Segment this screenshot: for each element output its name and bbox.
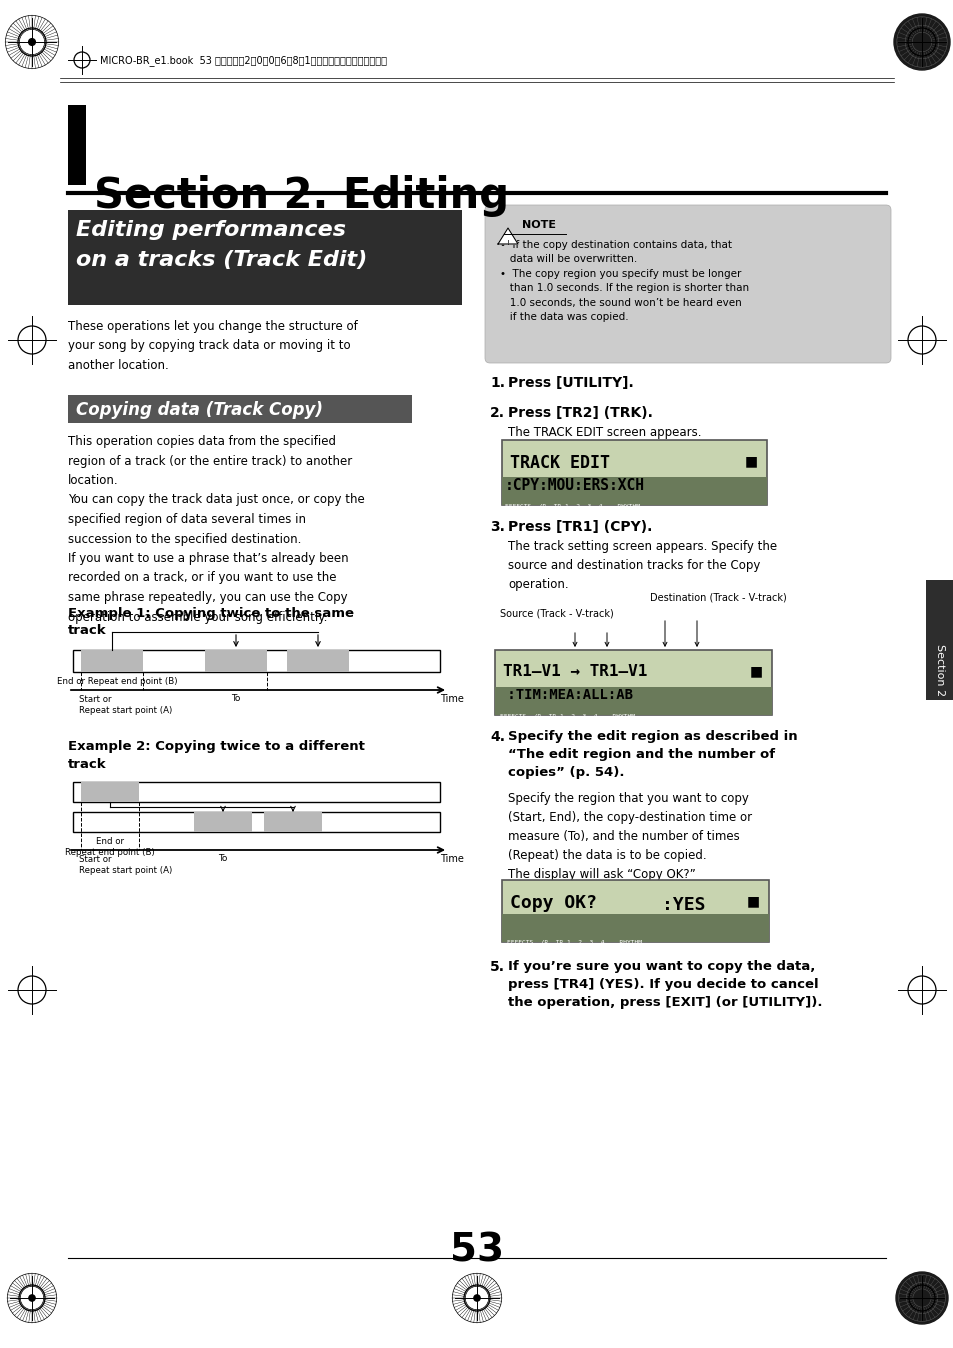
FancyBboxPatch shape (73, 782, 439, 802)
Text: on a tracks (Track Edit): on a tracks (Track Edit) (76, 249, 367, 270)
Text: 2.: 2. (490, 406, 504, 421)
Circle shape (474, 1295, 479, 1301)
Text: Source (Track - V-track): Source (Track - V-track) (499, 608, 613, 617)
Text: !: ! (506, 240, 509, 245)
FancyBboxPatch shape (501, 880, 768, 942)
Text: 5.: 5. (490, 960, 504, 975)
FancyBboxPatch shape (484, 205, 890, 363)
Text: :TIM:MEA:ALL:AB: :TIM:MEA:ALL:AB (498, 687, 633, 702)
Text: Time: Time (439, 855, 463, 864)
Text: EFFECTS  /R  TR 1  2  3  4    RHYTHM: EFFECTS /R TR 1 2 3 4 RHYTHM (499, 713, 635, 718)
Text: •  If the copy destination contains data, that
   data will be overwritten.
•  T: • If the copy destination contains data,… (499, 240, 748, 322)
FancyBboxPatch shape (495, 650, 771, 714)
Text: Start or
Repeat start point (A): Start or Repeat start point (A) (79, 855, 172, 875)
FancyBboxPatch shape (501, 914, 768, 927)
Text: 3.: 3. (490, 520, 504, 534)
Text: Section 2. Editing: Section 2. Editing (94, 175, 509, 217)
Text: TRACK EDIT: TRACK EDIT (510, 454, 609, 472)
Text: ■: ■ (746, 894, 760, 909)
Text: If you’re sure you want to copy the data,
press [TR4] (YES). If you decide to ca: If you’re sure you want to copy the data… (507, 960, 821, 1010)
FancyBboxPatch shape (68, 395, 412, 423)
Text: End or Repeat end point (B): End or Repeat end point (B) (56, 677, 177, 686)
Text: NOTE: NOTE (521, 220, 556, 231)
Text: Press [UTILITY].: Press [UTILITY]. (507, 376, 633, 390)
FancyBboxPatch shape (495, 687, 771, 701)
FancyBboxPatch shape (73, 650, 439, 673)
FancyBboxPatch shape (68, 210, 461, 305)
FancyBboxPatch shape (501, 439, 766, 506)
FancyBboxPatch shape (73, 811, 439, 832)
Text: Copying data (Track Copy): Copying data (Track Copy) (76, 400, 323, 419)
Circle shape (29, 1295, 35, 1301)
FancyBboxPatch shape (925, 580, 953, 700)
Text: To: To (231, 694, 240, 704)
FancyBboxPatch shape (193, 811, 252, 832)
FancyBboxPatch shape (81, 650, 143, 673)
Text: End or
Repeat end point (B): End or Repeat end point (B) (65, 837, 154, 857)
Text: 4.: 4. (490, 731, 504, 744)
Text: ■: ■ (749, 665, 762, 678)
Text: To: To (218, 855, 228, 863)
Circle shape (895, 1273, 947, 1324)
Text: Press [TR1] (CPY).: Press [TR1] (CPY). (507, 520, 652, 534)
Text: The TRACK EDIT screen appears.: The TRACK EDIT screen appears. (507, 426, 700, 439)
Text: The track setting screen appears. Specify the
source and destination tracks for : The track setting screen appears. Specif… (507, 541, 777, 590)
Text: Specify the region that you want to copy
(Start, End), the copy-destination time: Specify the region that you want to copy… (507, 793, 751, 882)
Text: Example 1: Copying twice to the same
track: Example 1: Copying twice to the same tra… (68, 607, 354, 638)
Text: 1.: 1. (490, 376, 504, 390)
Circle shape (893, 13, 949, 70)
Text: Time: Time (439, 694, 463, 704)
Text: EFFECTS  /R  TR 1  2  3  4    RHYTHM: EFFECTS /R TR 1 2 3 4 RHYTHM (506, 940, 641, 945)
Text: :CPY:MOU:ERS:XCH: :CPY:MOU:ERS:XCH (504, 479, 644, 493)
Text: TR1–V1 → TR1–V1: TR1–V1 → TR1–V1 (502, 665, 647, 679)
FancyBboxPatch shape (264, 811, 322, 832)
Text: Specify the edit region as described in
“The edit region and the number of
copie: Specify the edit region as described in … (507, 731, 797, 779)
Text: EFFECTS  /R  TR 1  2  3  4    RHYTHM: EFFECTS /R TR 1 2 3 4 RHYTHM (504, 503, 639, 508)
FancyBboxPatch shape (287, 650, 349, 673)
Text: Example 2: Copying twice to a different
track: Example 2: Copying twice to a different … (68, 740, 364, 771)
Text: Section 2: Section 2 (934, 644, 944, 696)
Text: These operations let you change the structure of
your song by copying track data: These operations let you change the stru… (68, 319, 357, 372)
Text: Editing performances: Editing performances (76, 220, 346, 240)
FancyBboxPatch shape (501, 927, 768, 942)
Polygon shape (497, 228, 517, 244)
FancyBboxPatch shape (501, 491, 766, 506)
Text: Copy OK?: Copy OK? (510, 894, 597, 913)
FancyBboxPatch shape (205, 650, 267, 673)
Text: Destination (Track - V-track): Destination (Track - V-track) (649, 593, 786, 603)
Circle shape (29, 39, 35, 46)
FancyBboxPatch shape (81, 782, 139, 802)
Text: MICRO-BR_e1.book  53 ページ　　2　0　0　6年8月1日　火曜日　午後１２時６分: MICRO-BR_e1.book 53 ページ 2 0 0 6年8月1日 火曜日… (100, 55, 387, 66)
Text: Start or
Repeat start point (A): Start or Repeat start point (A) (79, 696, 172, 714)
FancyBboxPatch shape (68, 105, 86, 185)
FancyBboxPatch shape (495, 701, 771, 714)
Text: 53: 53 (450, 1232, 503, 1270)
Text: ■: ■ (744, 454, 758, 468)
FancyBboxPatch shape (501, 477, 766, 491)
Text: This operation copies data from the specified
region of a track (or the entire t: This operation copies data from the spec… (68, 435, 364, 624)
Text: :YES: :YES (661, 896, 705, 914)
Text: Press [TR2] (TRK).: Press [TR2] (TRK). (507, 406, 652, 421)
